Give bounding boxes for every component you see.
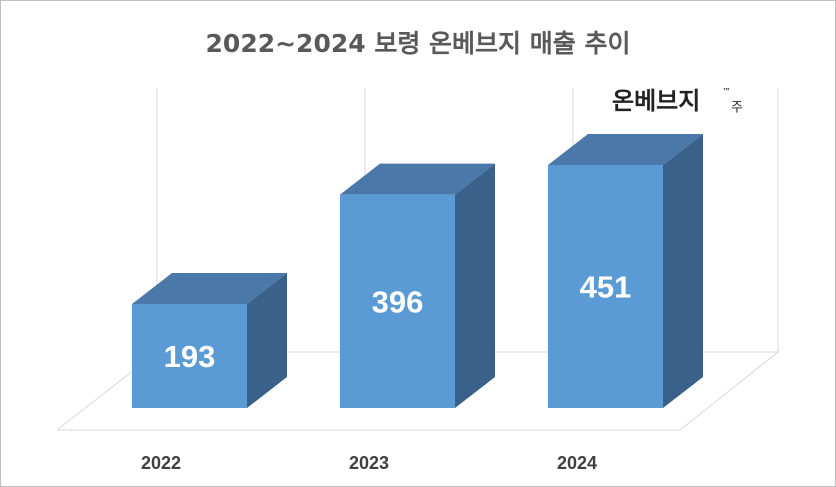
trademark: ™ xyxy=(722,88,731,98)
value-label: 451 xyxy=(580,270,632,305)
x-tick-label: 2022 xyxy=(141,453,181,473)
bar-side xyxy=(663,134,703,408)
bar-top xyxy=(340,163,495,195)
bar xyxy=(548,165,663,408)
bar xyxy=(132,304,247,408)
bar-side xyxy=(247,273,287,408)
bar xyxy=(340,194,455,408)
value-label: 193 xyxy=(164,339,216,374)
bar-top xyxy=(548,134,703,165)
x-tick-label: 2023 xyxy=(349,453,389,473)
x-tick-label: 2024 xyxy=(557,453,597,473)
value-label: 396 xyxy=(372,285,424,320)
logo: 온베브지 xyxy=(612,87,700,115)
bar-side xyxy=(455,163,495,408)
bar-top xyxy=(132,273,287,305)
logo-suffix: 주 xyxy=(731,101,743,116)
chart-title: 2022~2024 보령 온베브지 매출 추이 xyxy=(206,29,631,58)
